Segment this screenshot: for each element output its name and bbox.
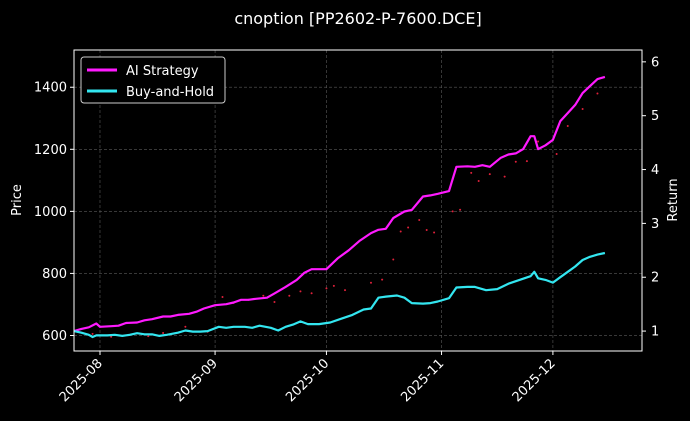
price-point <box>332 284 335 287</box>
right-y-axis: 1 2 3 4 5 6 <box>642 55 659 340</box>
right-tick-label: 5 <box>651 109 659 124</box>
price-point <box>381 278 384 281</box>
price-point <box>503 175 506 178</box>
price-point <box>407 226 410 229</box>
x-tick-label: 2025-10 <box>283 356 332 405</box>
x-tick-label: 2025-08 <box>57 356 106 405</box>
price-point <box>477 179 480 182</box>
buy-and-hold-line <box>73 251 606 339</box>
x-tick-label: 2025-09 <box>172 356 221 405</box>
right-axis-title: Return <box>666 178 681 221</box>
price-point <box>581 107 584 110</box>
price-point <box>325 287 328 290</box>
left-axis-title: Price <box>10 184 25 216</box>
price-point <box>470 171 473 174</box>
price-point <box>555 152 558 155</box>
price-point <box>288 294 291 297</box>
price-point <box>418 219 421 222</box>
right-tick-label: 1 <box>651 325 659 340</box>
price-point <box>425 228 428 231</box>
price-point <box>514 160 517 163</box>
price-point <box>399 230 402 233</box>
price-point <box>392 258 395 261</box>
price-point <box>451 210 454 213</box>
x-tick-label: 2025-11 <box>398 356 447 405</box>
price-point <box>596 92 599 95</box>
legend-label-buy-and-hold: Buy-and-Hold <box>126 85 214 100</box>
price-point <box>221 296 224 299</box>
left-tick-label: 1200 <box>34 143 67 158</box>
price-point <box>262 294 265 297</box>
price-point <box>525 160 528 163</box>
price-point <box>299 290 302 293</box>
legend: AI Strategy Buy-and-Hold <box>80 56 226 104</box>
price-point <box>147 335 150 338</box>
left-tick-label: 800 <box>42 267 67 282</box>
right-tick-label: 6 <box>651 55 659 70</box>
price-point <box>310 292 313 295</box>
series-lines <box>73 75 606 339</box>
price-point <box>91 332 94 335</box>
price-point <box>184 325 187 328</box>
price-scatter <box>76 92 599 338</box>
price-point <box>537 140 540 143</box>
right-tick-label: 3 <box>651 217 659 232</box>
price-point <box>433 231 436 234</box>
left-y-axis: 600 800 1000 1200 1400 <box>34 81 74 344</box>
price-point <box>273 300 276 303</box>
right-tick-label: 2 <box>651 271 659 286</box>
price-point <box>566 125 569 128</box>
x-tick-label: 2025-12 <box>510 356 559 405</box>
price-point <box>162 332 165 335</box>
right-tick-label: 4 <box>651 163 659 178</box>
price-point <box>488 173 491 176</box>
left-tick-label: 1400 <box>34 81 67 96</box>
ai-strategy-line <box>73 75 606 333</box>
plot-frame <box>73 49 643 352</box>
legend-label-ai-strategy: AI Strategy <box>126 64 199 79</box>
x-axis: 2025-08 2025-09 2025-10 2025-11 2025-12 <box>57 351 559 405</box>
chart-title: cnoption [PP2602-P-7600.DCE] <box>234 9 481 28</box>
price-point <box>459 208 462 211</box>
left-tick-label: 1000 <box>34 205 67 220</box>
left-tick-label: 600 <box>42 329 67 344</box>
price-point <box>344 289 347 292</box>
price-point <box>369 281 372 284</box>
